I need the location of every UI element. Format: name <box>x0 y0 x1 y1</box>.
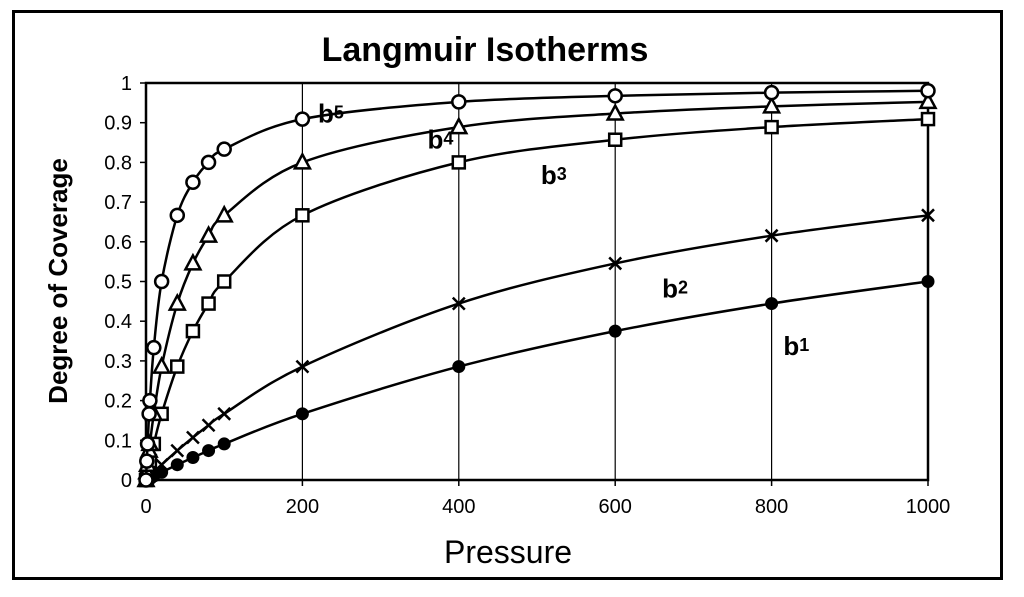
y-tick-label: 0.7 <box>104 192 132 214</box>
b5-point <box>141 406 157 422</box>
series-label-b2: b2 <box>662 273 688 303</box>
series-label-b1: b1 <box>783 331 809 361</box>
b4-point <box>762 95 782 114</box>
y-tick-label: 0.1 <box>104 430 132 452</box>
b5-point <box>216 141 232 157</box>
x-tick-label: 800 <box>755 496 788 518</box>
b3-series-line <box>144 117 929 481</box>
y-tick-label: 0 <box>121 470 132 492</box>
b2-point <box>217 406 232 421</box>
b1-point <box>452 360 466 374</box>
b3-point <box>185 323 201 339</box>
b4-point <box>605 102 625 121</box>
b5-point <box>169 207 186 224</box>
b5-point <box>138 472 154 488</box>
b1-point <box>186 451 200 465</box>
b5-point <box>294 111 311 127</box>
y-axis-title: Degree of Coverage <box>43 158 73 404</box>
x-tick-label: 400 <box>442 496 475 518</box>
b5-point <box>142 392 158 409</box>
y-tick-label: 0.9 <box>104 113 132 135</box>
b4-point <box>292 151 312 170</box>
b2-point <box>170 443 185 458</box>
b5-point <box>139 453 155 469</box>
b2-point <box>921 208 935 223</box>
b5-point <box>139 436 156 452</box>
y-tick-label: 0.5 <box>104 272 132 294</box>
b3-point <box>201 296 216 311</box>
b5-point <box>920 83 936 99</box>
b5-point <box>146 339 162 356</box>
x-tick-label: 600 <box>599 496 632 518</box>
b5-point <box>763 84 780 101</box>
b4-point <box>167 292 187 311</box>
b1-point <box>295 407 309 421</box>
y-tick-label: 0.2 <box>104 391 132 413</box>
x-tick-label: 200 <box>286 496 319 518</box>
series-label-b4: b4 <box>428 125 454 155</box>
b4-point <box>198 225 219 243</box>
b2-point <box>295 359 310 374</box>
b5-point <box>153 273 170 290</box>
b5-point <box>200 154 217 171</box>
b1-point <box>217 437 231 451</box>
b2-point <box>201 418 216 433</box>
y-tick-label: 0.8 <box>104 152 132 174</box>
b4-point <box>214 204 234 223</box>
b1-point <box>765 297 779 311</box>
x-tick-label: 1000 <box>906 496 951 518</box>
b5-point <box>607 88 623 104</box>
b1-point <box>921 275 935 288</box>
chart-title: Langmuir Isotherms <box>322 31 649 69</box>
b3-point <box>764 119 779 135</box>
b3-point <box>607 132 623 147</box>
b3-point <box>295 208 310 223</box>
y-tick-label: 1 <box>121 73 132 95</box>
b4-series-line <box>144 100 929 481</box>
b4-point <box>152 355 172 374</box>
b3-point <box>920 111 936 127</box>
b4-point <box>918 91 938 110</box>
b2-point <box>764 228 779 243</box>
plot-area: 0 0.1 0.2 0.3 0.4 0.5 0.6 0.7 0.8 0.9 1 0 200 400 600 8… <box>104 73 950 518</box>
x-axis-title: Pressure <box>444 534 572 570</box>
b1-series-line <box>145 280 929 482</box>
b5-point <box>451 94 467 110</box>
b3-point <box>170 359 185 374</box>
y-tick-label: 0.3 <box>104 351 132 373</box>
b1-point <box>608 324 622 338</box>
x-tick-label: 0 <box>140 496 151 518</box>
b2-point <box>154 457 169 472</box>
b2-point <box>451 296 466 311</box>
y-tick-label: 0.6 <box>104 232 132 254</box>
b4-point <box>449 116 469 135</box>
b3-point <box>216 274 232 289</box>
b2-point <box>608 256 623 271</box>
chart-frame: Langmuir Isotherms Pressure Degree of Co… <box>12 10 1003 580</box>
b2-point <box>186 430 200 445</box>
b4-point <box>183 252 203 271</box>
langmuir-chart: Langmuir Isotherms Pressure Degree of Co… <box>43 31 950 570</box>
b3-point <box>451 155 467 170</box>
b5-point <box>185 174 201 190</box>
b1-point <box>202 444 216 458</box>
b1-point <box>170 458 184 472</box>
series-label-b3: b3 <box>541 160 567 190</box>
series-label-b5: b5 <box>318 99 344 129</box>
y-tick-label: 0.4 <box>104 311 132 333</box>
